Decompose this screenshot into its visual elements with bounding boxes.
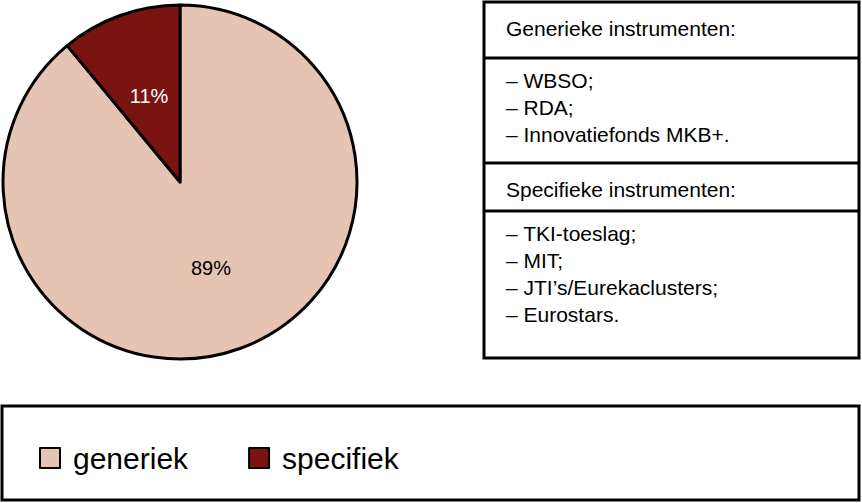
svg-text:– TKI-toeslag;: – TKI-toeslag; bbox=[506, 222, 636, 245]
svg-text:– Eurostars.: – Eurostars. bbox=[506, 303, 619, 326]
svg-text:– Innovatiefonds MKB+.: – Innovatiefonds MKB+. bbox=[506, 123, 730, 146]
svg-text:specifiek: specifiek bbox=[282, 442, 400, 475]
svg-text:Generieke instrumenten:: Generieke instrumenten: bbox=[506, 17, 736, 40]
svg-text:– RDA;: – RDA; bbox=[506, 96, 574, 119]
svg-text:– MIT;: – MIT; bbox=[506, 249, 563, 272]
svg-text:– WBSO;: – WBSO; bbox=[506, 69, 594, 92]
svg-text:generiek: generiek bbox=[73, 442, 189, 475]
svg-text:89%: 89% bbox=[191, 257, 231, 279]
svg-text:Specifieke instrumenten:: Specifieke instrumenten: bbox=[506, 178, 736, 201]
svg-text:– JTI’s/Eurekaclusters;: – JTI’s/Eurekaclusters; bbox=[506, 276, 718, 299]
svg-text:11%: 11% bbox=[130, 85, 169, 107]
